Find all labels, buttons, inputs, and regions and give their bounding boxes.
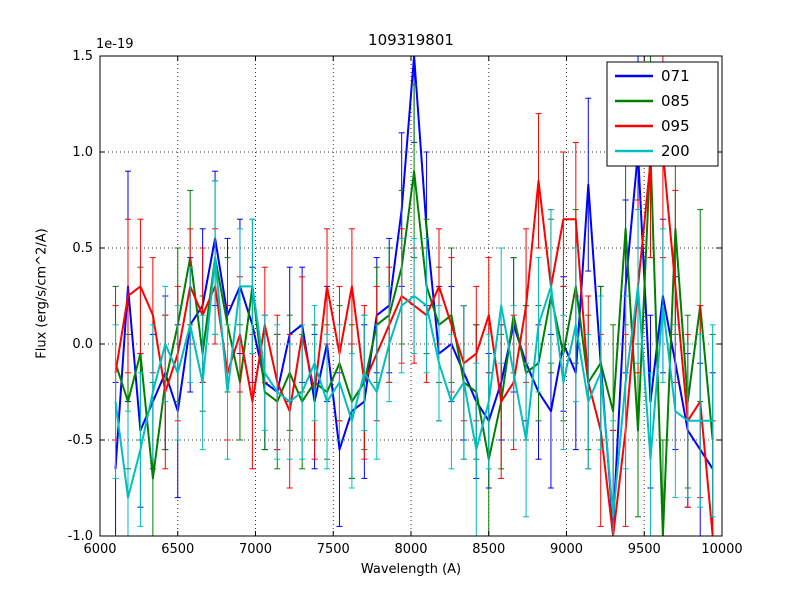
x-tick-label: 6000 <box>83 542 116 557</box>
y-axis-label: Flux (erg/s/cm^2/A) <box>34 228 50 359</box>
legend-label-085: 085 <box>661 92 690 110</box>
y-axis-offset-text: 1e-19 <box>96 37 134 52</box>
legend-entry-071: 071 <box>615 67 690 85</box>
y-tick-label: 1.5 <box>72 49 93 64</box>
legend-entry-085: 085 <box>615 92 690 110</box>
legend-entry-200: 200 <box>615 142 690 160</box>
x-tick-label: 8500 <box>472 542 505 557</box>
x-tick-label: 6500 <box>161 542 194 557</box>
legend: 071 085 095 200 <box>606 61 719 167</box>
legend-label-200: 200 <box>661 142 690 160</box>
series-200 <box>112 180 716 536</box>
chart-title: 109319801 <box>368 31 454 49</box>
y-tick-label: 0.5 <box>72 241 93 256</box>
y-tick-label: -1.0 <box>68 529 93 544</box>
tick-labels: 6000 6500 7000 7500 8000 8500 9000 9500 10000 -1.… <box>68 49 743 557</box>
y-tick-label: 1.0 <box>72 145 93 160</box>
y-tick-label: 0.0 <box>72 337 93 352</box>
x-tick-label: 9000 <box>550 542 583 557</box>
x-tick-label: 7500 <box>317 542 350 557</box>
legend-entry-095: 095 <box>615 117 690 135</box>
y-tick-label: -0.5 <box>68 433 93 448</box>
x-axis-label: Wavelength (A) <box>360 562 462 577</box>
legend-box <box>606 61 719 167</box>
legend-label-095: 095 <box>661 117 690 135</box>
x-tick-label: 10000 <box>701 542 742 557</box>
legend-label-071: 071 <box>661 67 690 85</box>
series-line-200 <box>114 256 713 518</box>
x-tick-label: 7000 <box>239 542 272 557</box>
x-tick-label: 9500 <box>628 542 661 557</box>
x-tick-label: 8000 <box>394 542 427 557</box>
